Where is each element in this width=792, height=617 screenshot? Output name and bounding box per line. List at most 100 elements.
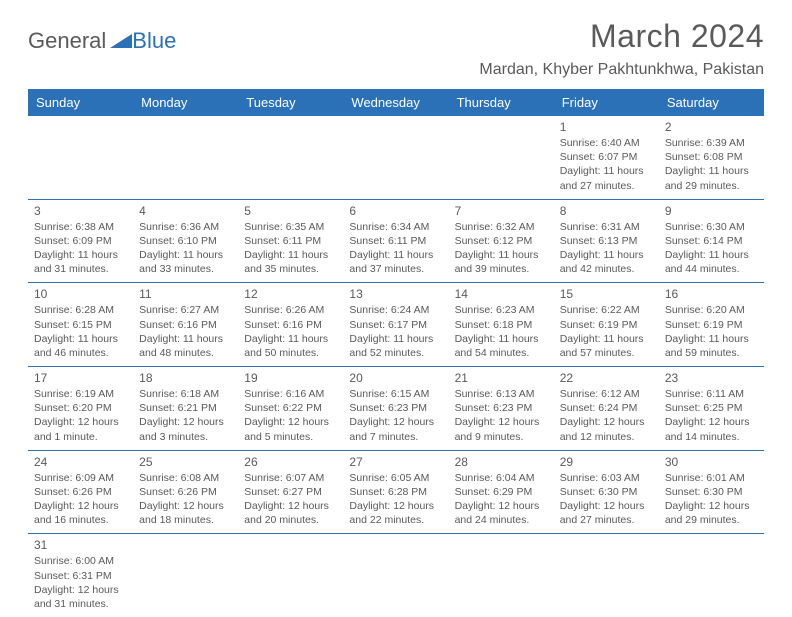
- sunrise-line: Sunrise: 6:18 AM: [139, 387, 232, 401]
- weekday-header: Thursday: [449, 89, 554, 116]
- calendar-cell: 24Sunrise: 6:09 AMSunset: 6:26 PMDayligh…: [28, 450, 133, 534]
- sunrise-line: Sunrise: 6:13 AM: [455, 387, 548, 401]
- sunset-line: Sunset: 6:16 PM: [244, 318, 337, 332]
- sunset-line: Sunset: 6:29 PM: [455, 485, 548, 499]
- weekday-header: Sunday: [28, 89, 133, 116]
- weekday-header: Tuesday: [238, 89, 343, 116]
- calendar-cell: 29Sunrise: 6:03 AMSunset: 6:30 PMDayligh…: [554, 450, 659, 534]
- sunset-line: Sunset: 6:13 PM: [560, 234, 653, 248]
- sunrise-line: Sunrise: 6:28 AM: [34, 303, 127, 317]
- daylight-line: Daylight: 12 hours and 24 minutes.: [455, 499, 548, 527]
- calendar-cell: 27 Sunrise: 6:05 AMSunset: 6:28 PMDayligh…: [343, 450, 448, 534]
- day-number: 14: [455, 287, 548, 301]
- sunrise-line: Sunrise: 6:27 AM: [139, 303, 232, 317]
- calendar-table: SundayMondayTuesdayWednesdayThursdayFrid…: [28, 89, 764, 617]
- day-number: 5: [244, 204, 337, 218]
- daylight-line: Daylight: 11 hours and 39 minutes.: [455, 248, 548, 276]
- calendar-cell: 19Sunrise: 6:16 AMSunset: 6:22 PMDayligh…: [238, 367, 343, 451]
- sunset-line: Sunset: 6:24 PM: [560, 401, 653, 415]
- calendar-row: 31Sunrise: 6:00 AMSunset: 6:31 PMDayligh…: [28, 534, 764, 617]
- calendar-cell: 9Sunrise: 6:30 AMSunset: 6:14 PMDaylight…: [659, 199, 764, 283]
- calendar-cell: [343, 534, 448, 617]
- sunrise-line: Sunrise: 6:31 AM: [560, 220, 653, 234]
- sunset-line: Sunset: 6:28 PM: [349, 485, 442, 499]
- sunset-line: Sunset: 6:27 PM: [244, 485, 337, 499]
- sunrise-line: Sunrise: 6:05 AM: [349, 471, 442, 485]
- sunrise-line: Sunrise: 6:26 AM: [244, 303, 337, 317]
- day-number: 9: [665, 204, 758, 218]
- calendar-cell: 28Sunrise: 6:04 AMSunset: 6:29 PMDayligh…: [449, 450, 554, 534]
- calendar-cell: [449, 534, 554, 617]
- sunset-line: Sunset: 6:19 PM: [560, 318, 653, 332]
- sunset-line: Sunset: 6:11 PM: [349, 234, 442, 248]
- location-subtitle: Mardan, Khyber Pakhtunkhwa, Pakistan: [479, 61, 764, 79]
- daylight-line: Daylight: 12 hours and 31 minutes.: [34, 583, 127, 611]
- day-number: 24: [34, 455, 127, 469]
- calendar-row: 24Sunrise: 6:09 AMSunset: 6:26 PMDayligh…: [28, 450, 764, 534]
- calendar-cell: 23 Sunrise: 6:11 AMSunset: 6:25 PMDayligh…: [659, 367, 764, 451]
- sunset-line: Sunset: 6:20 PM: [34, 401, 127, 415]
- day-number: 11: [139, 287, 232, 301]
- sunset-line: Sunset: 6:14 PM: [665, 234, 758, 248]
- day-number: 23: [665, 371, 758, 385]
- sunset-line: Sunset: 6:21 PM: [139, 401, 232, 415]
- calendar-cell: 5Sunrise: 6:35 AMSunset: 6:11 PMDaylight…: [238, 199, 343, 283]
- sunrise-line: Sunrise: 6:15 AM: [349, 387, 442, 401]
- calendar-cell: 8Sunrise: 6:31 AMSunset: 6:13 PMDaylight…: [554, 199, 659, 283]
- day-number: 16: [665, 287, 758, 301]
- day-number: 27: [349, 455, 442, 469]
- calendar-cell: [554, 534, 659, 617]
- day-number: 18: [139, 371, 232, 385]
- calendar-cell: 12Sunrise: 6:26 AMSunset: 6:16 PMDayligh…: [238, 283, 343, 367]
- day-number: 3: [34, 204, 127, 218]
- daylight-line: Daylight: 12 hours and 22 minutes.: [349, 499, 442, 527]
- calendar-cell: 14Sunrise: 6:23 AMSunset: 6:18 PMDayligh…: [449, 283, 554, 367]
- calendar-cell: [133, 534, 238, 617]
- calendar-cell: 13Sunrise: 6:24 AMSunset: 6:17 PMDayligh…: [343, 283, 448, 367]
- daylight-line: Daylight: 12 hours and 5 minutes.: [244, 415, 337, 443]
- sunrise-line: Sunrise: 6:11 AM: [665, 387, 758, 401]
- daylight-line: Daylight: 12 hours and 20 minutes.: [244, 499, 337, 527]
- daylight-line: Daylight: 12 hours and 18 minutes.: [139, 499, 232, 527]
- daylight-line: Daylight: 11 hours and 37 minutes.: [349, 248, 442, 276]
- sunrise-line: Sunrise: 6:36 AM: [139, 220, 232, 234]
- sunrise-line: Sunrise: 6:16 AM: [244, 387, 337, 401]
- sunrise-line: Sunrise: 6:01 AM: [665, 471, 758, 485]
- daylight-line: Daylight: 11 hours and 59 minutes.: [665, 332, 758, 360]
- weekday-header: Saturday: [659, 89, 764, 116]
- sunrise-line: Sunrise: 6:12 AM: [560, 387, 653, 401]
- calendar-cell: 3Sunrise: 6:38 AMSunset: 6:09 PMDaylight…: [28, 199, 133, 283]
- daylight-line: Daylight: 11 hours and 29 minutes.: [665, 164, 758, 192]
- calendar-cell: 22Sunrise: 6:12 AMSunset: 6:24 PMDayligh…: [554, 367, 659, 451]
- day-number: 29: [560, 455, 653, 469]
- sunset-line: Sunset: 6:23 PM: [349, 401, 442, 415]
- sunset-line: Sunset: 6:26 PM: [34, 485, 127, 499]
- calendar-cell: 30Sunrise: 6:01 AMSunset: 6:30 PMDayligh…: [659, 450, 764, 534]
- calendar-cell: 18 Sunrise: 6:18 AMSunset: 6:21 PMDayligh…: [133, 367, 238, 451]
- sunrise-line: Sunrise: 6:03 AM: [560, 471, 653, 485]
- daylight-line: Daylight: 11 hours and 57 minutes.: [560, 332, 653, 360]
- sunset-line: Sunset: 6:25 PM: [665, 401, 758, 415]
- day-number: 6: [349, 204, 442, 218]
- logo-text-general: General: [28, 28, 106, 54]
- daylight-line: Daylight: 12 hours and 3 minutes.: [139, 415, 232, 443]
- logo: General Blue: [28, 28, 176, 55]
- daylight-line: Daylight: 12 hours and 14 minutes.: [665, 415, 758, 443]
- sunrise-line: Sunrise: 6:07 AM: [244, 471, 337, 485]
- calendar-cell: [238, 534, 343, 617]
- daylight-line: Daylight: 12 hours and 1 minute.: [34, 415, 127, 443]
- day-number: 2: [665, 120, 758, 134]
- daylight-line: Daylight: 11 hours and 46 minutes.: [34, 332, 127, 360]
- daylight-line: Daylight: 11 hours and 52 minutes.: [349, 332, 442, 360]
- sunset-line: Sunset: 6:30 PM: [560, 485, 653, 499]
- calendar-cell: 31Sunrise: 6:00 AMSunset: 6:31 PMDayligh…: [28, 534, 133, 617]
- day-number: 21: [455, 371, 548, 385]
- sunset-line: Sunset: 6:07 PM: [560, 150, 653, 164]
- weekday-header: Wednesday: [343, 89, 448, 116]
- daylight-line: Daylight: 12 hours and 12 minutes.: [560, 415, 653, 443]
- sunrise-line: Sunrise: 6:30 AM: [665, 220, 758, 234]
- sunset-line: Sunset: 6:12 PM: [455, 234, 548, 248]
- daylight-line: Daylight: 11 hours and 35 minutes.: [244, 248, 337, 276]
- calendar-cell: 15Sunrise: 6:22 AMSunset: 6:19 PMDayligh…: [554, 283, 659, 367]
- calendar-cell: [238, 116, 343, 199]
